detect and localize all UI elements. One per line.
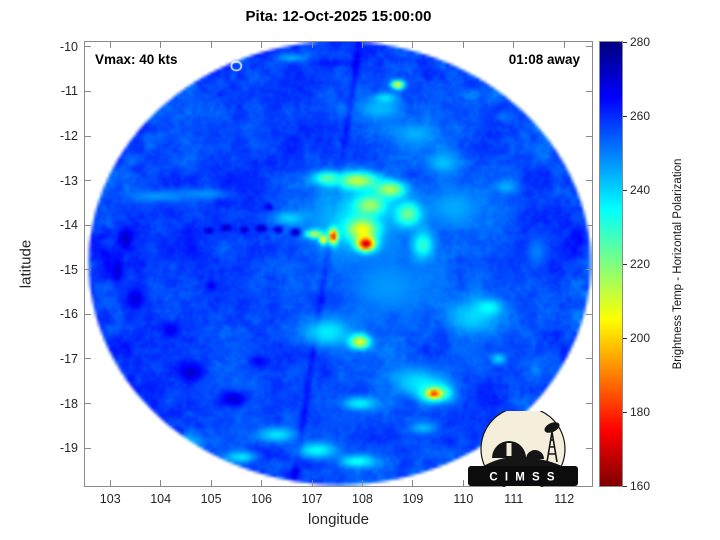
x-tick-label: 109 (402, 492, 424, 506)
y-tick-mark (85, 313, 91, 315)
x-tick-mark (160, 42, 162, 48)
eta-annotation: 01:08 away (508, 52, 580, 67)
logo-small-dome (526, 450, 544, 459)
cimss-logo: C I M S S (468, 411, 578, 487)
x-tick-mark (311, 42, 313, 48)
y-tick-mark (85, 180, 91, 182)
x-tick-label: 107 (301, 492, 323, 506)
x-tick-mark (563, 42, 565, 48)
x-tick-mark (462, 42, 464, 48)
colorbar-tick-label: 260 (630, 109, 651, 123)
y-tick-label: -13 (59, 173, 78, 188)
y-tick-mark (586, 224, 592, 226)
x-tick-mark (361, 480, 363, 486)
y-tick-mark (85, 269, 91, 271)
y-tick-label: -14 (59, 218, 78, 233)
logo-dish-icon (544, 422, 560, 433)
colorbar-tick-mark (623, 115, 627, 117)
x-tick-mark (462, 480, 464, 486)
colorbar-tick-mark (623, 411, 627, 413)
x-tick-mark (109, 42, 111, 48)
x-tick-mark (412, 42, 414, 48)
colorbar-tick-label: 200 (630, 331, 651, 345)
y-tick-mark (586, 269, 592, 271)
y-tick-mark (85, 135, 91, 137)
x-tick-mark (311, 480, 313, 486)
colorbar-tick-label: 180 (630, 405, 651, 419)
colorbar-tick-label: 220 (630, 257, 651, 271)
y-axis-label: latitude (17, 239, 35, 289)
y-tick-mark (85, 90, 91, 92)
y-tick-mark (586, 313, 592, 315)
y-tick-label: -18 (59, 396, 78, 411)
y-tick-label: -11 (60, 84, 78, 99)
y-tick-label: -19 (59, 441, 78, 456)
colorbar-tick-mark (623, 337, 627, 339)
logo-dome-slit (506, 443, 512, 456)
cimss-logo-text: C I M S S (489, 472, 556, 484)
colorbar-tick-mark (623, 485, 627, 487)
y-tick-mark (85, 447, 91, 449)
y-tick-label: -12 (59, 129, 78, 144)
colorbar-label: Brightness Temp - Horizontal Polarizatio… (672, 158, 684, 370)
y-tick-mark (85, 46, 91, 48)
x-tick-mark (210, 480, 212, 486)
x-tick-mark (513, 42, 515, 48)
x-tick-mark (210, 42, 212, 48)
y-tick-mark (85, 358, 91, 360)
logo-banner (468, 466, 578, 486)
x-tick-label: 110 (453, 492, 474, 506)
x-axis-label: longitude (308, 511, 369, 528)
plot-area: Vmax: 40 kts 01:08 away (84, 41, 593, 487)
x-tick-label: 111 (504, 492, 524, 506)
colorbar-tick-label: 240 (630, 183, 651, 197)
plot-title: Pita: 12-Oct-2025 15:00:00 (245, 8, 432, 25)
colorbar-tick-mark (623, 263, 627, 265)
y-tick-mark (586, 447, 592, 449)
x-tick-label: 112 (554, 492, 575, 506)
y-tick-label: -16 (59, 307, 78, 322)
x-tick-mark (361, 42, 363, 48)
y-tick-mark (586, 358, 592, 360)
y-tick-mark (586, 46, 592, 48)
x-tick-mark (109, 480, 111, 486)
x-tick-mark (261, 480, 263, 486)
vmax-annotation: Vmax: 40 kts (95, 52, 178, 67)
y-tick-label: -17 (59, 351, 78, 366)
x-tick-mark (412, 480, 414, 486)
y-tick-mark (85, 403, 91, 405)
colorbar (599, 41, 623, 487)
colorbar-tick-mark (623, 41, 627, 43)
y-tick-mark (586, 90, 592, 92)
colorbar-tick-mark (623, 189, 627, 191)
x-tick-mark (261, 42, 263, 48)
x-tick-mark (160, 480, 162, 486)
y-tick-mark (85, 224, 91, 226)
colorbar-tick-label: 160 (630, 479, 651, 493)
y-tick-mark (586, 403, 592, 405)
y-tick-mark (586, 135, 592, 137)
x-tick-label: 104 (150, 492, 172, 506)
y-tick-mark (586, 180, 592, 182)
x-tick-label: 103 (99, 492, 121, 506)
x-tick-label: 105 (200, 492, 222, 506)
y-tick-label: -15 (59, 262, 78, 277)
y-tick-label: -10 (59, 39, 78, 54)
x-tick-label: 108 (352, 492, 373, 506)
x-tick-label: 106 (251, 492, 272, 506)
colorbar-tick-label: 280 (630, 35, 651, 49)
